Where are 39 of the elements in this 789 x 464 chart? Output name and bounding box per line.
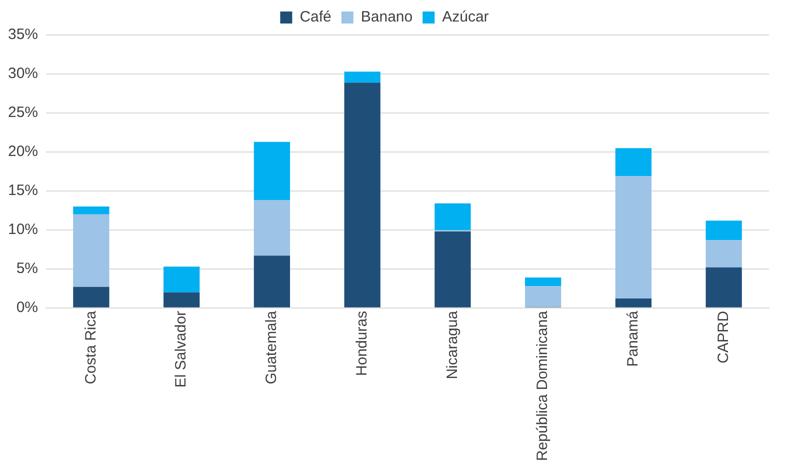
y-tick-label: 15%: [8, 182, 38, 200]
bar: [615, 176, 652, 299]
x-tick-label: República Dominicana: [534, 310, 552, 462]
bar: [434, 203, 471, 230]
bar: [254, 256, 290, 308]
x-tick-label: El Salvador: [172, 310, 190, 388]
y-tick-label: 10%: [8, 221, 38, 238]
bar: [706, 240, 742, 268]
bar: [344, 72, 380, 83]
bar: [164, 292, 200, 308]
bar: [164, 266, 200, 292]
legend-label: Azúcar: [442, 8, 489, 26]
bar: [524, 286, 562, 308]
x-tick-label: Guatemala: [263, 310, 280, 384]
bar: [344, 82, 380, 308]
x-tick-label: Panamá: [624, 310, 642, 367]
bar: [524, 278, 562, 286]
x-tick-label: Nicaragua: [444, 310, 461, 380]
legend-label: Banano: [360, 8, 413, 26]
bar: [254, 200, 290, 256]
bar: [434, 232, 471, 308]
x-tick-label: Costa Rica: [82, 310, 100, 384]
legend-label: Café: [300, 8, 332, 26]
bar: [73, 214, 110, 287]
bar: [73, 206, 110, 214]
x-tick-label: CAPRD: [714, 310, 732, 364]
y-tick-label: 0%: [16, 299, 38, 316]
bar: [706, 220, 742, 240]
y-tick-label: 25%: [8, 104, 38, 122]
bar: [615, 298, 652, 308]
bar: [73, 286, 110, 308]
bar: [706, 267, 742, 308]
y-tick-label: 5%: [16, 260, 38, 278]
bar: [254, 142, 290, 200]
y-tick-label: 20%: [8, 143, 38, 160]
y-tick-label: 30%: [8, 65, 38, 82]
y-tick-label: 35%: [8, 26, 38, 44]
x-tick-label: Honduras: [353, 310, 370, 376]
bar: [615, 148, 652, 176]
